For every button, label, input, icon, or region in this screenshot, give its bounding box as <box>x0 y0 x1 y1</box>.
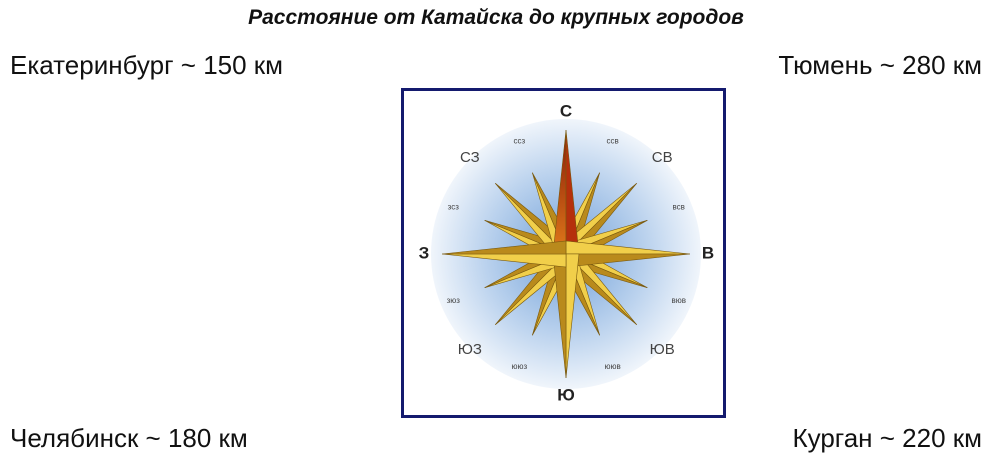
compass-label: ссв <box>607 136 619 145</box>
compass-label: Ю <box>557 385 575 404</box>
compass-label: СВ <box>652 149 673 166</box>
compass-label: ююз <box>511 362 527 371</box>
compass-label: ссз <box>513 136 525 145</box>
compass-label: СЗ <box>460 149 480 166</box>
compass-label: вюв <box>671 296 686 305</box>
compass-label: ЮВ <box>650 341 675 358</box>
compass-label: С <box>560 101 572 120</box>
compass-label: зсз <box>448 202 460 211</box>
compass-label: ююв <box>605 362 621 371</box>
compass-label: ЮЗ <box>458 341 482 358</box>
compass-label: всв <box>673 202 685 211</box>
compass-label: зюз <box>447 296 461 305</box>
compass-label: З <box>419 243 430 262</box>
compass-rose: Сссв СВ всв Ввюв ЮВ ююв Юююз ЮЗ зюз Ззсз СЗ ссз <box>0 0 992 459</box>
compass-label: В <box>702 243 714 262</box>
page: Расстояние от Катайска до крупных городо… <box>0 0 992 459</box>
